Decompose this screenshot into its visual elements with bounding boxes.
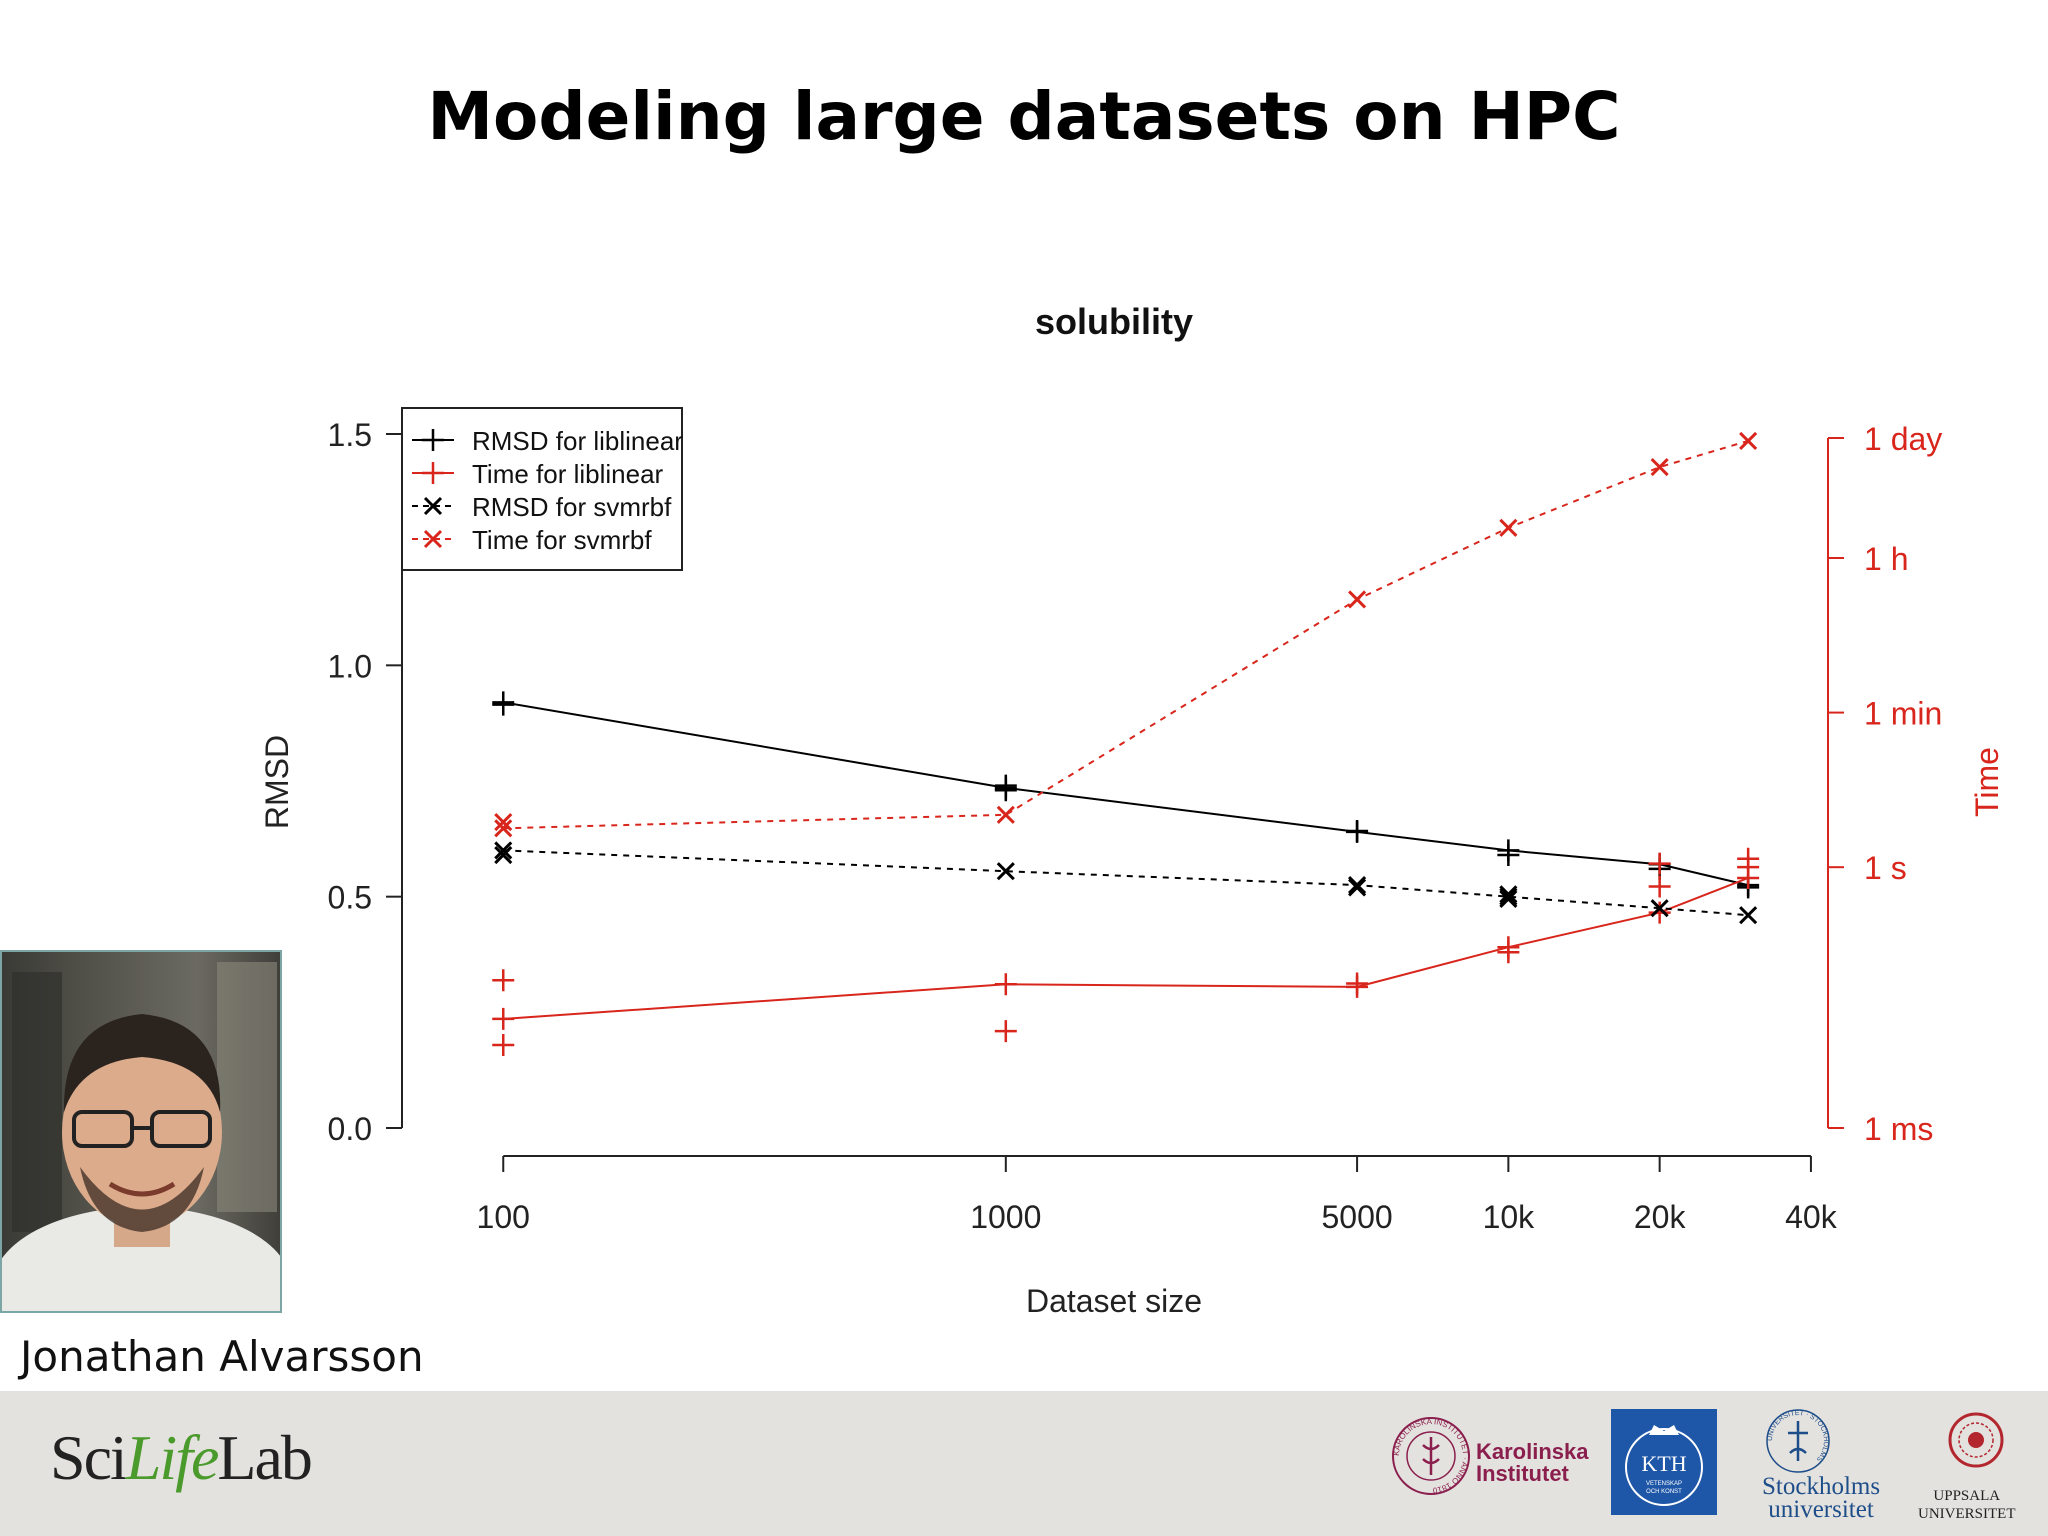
series-2-point-3 <box>1499 887 1518 906</box>
series-1-point-4 <box>1648 901 1671 924</box>
series-0-replicate-2 <box>994 779 1017 802</box>
legend-marker-3 <box>423 529 443 549</box>
legend-label-3: Time for svmrbf <box>472 525 652 555</box>
series-1-replicate-4 <box>1497 941 1520 964</box>
svg-text:VETENSKAP: VETENSKAP <box>1646 1481 1682 1487</box>
series-1-point-0 <box>492 1007 515 1030</box>
series-3-replicate-0 <box>494 813 513 832</box>
legend-marker-2 <box>423 496 443 516</box>
legend-label-0: RMSD for liblinear <box>472 426 683 456</box>
x-tick-label-1: 1000 <box>970 1199 1041 1235</box>
y2-tick-label-3: 1 h <box>1864 541 1908 577</box>
uppsala-wordmark: UPPSALA UNIVERSITET <box>1918 1488 2016 1522</box>
svg-text:OCH KONST: OCH KONST <box>1646 1489 1682 1495</box>
series-2-point-2 <box>1348 876 1367 895</box>
series-0-line <box>503 701 1749 887</box>
series-2-replicate-1 <box>1348 878 1367 897</box>
series-2-replicate-0 <box>494 845 513 865</box>
series-1-replicate-5 <box>1648 875 1671 898</box>
legend-box <box>401 407 683 571</box>
series-2-point-1 <box>996 862 1015 881</box>
stockholm-seal-icon: UNIVERSITET · STOCKHOLMS <box>1766 1409 1830 1473</box>
x-tick-label-5: 40k <box>1785 1199 1838 1235</box>
series-3-point-4 <box>1650 458 1669 477</box>
uppsala-seal-icon <box>1948 1412 2004 1468</box>
series-0-replicate-4 <box>1497 844 1520 867</box>
x-tick-label-3: 10k <box>1483 1199 1536 1235</box>
legend-label-2: RMSD for svmrbf <box>472 492 672 522</box>
series-2-replicate-3 <box>1499 889 1518 909</box>
y-tick-label-3: 1.5 <box>328 417 372 453</box>
karolinska-wordmark: Karolinska Institutet <box>1476 1439 1589 1486</box>
presenter-portrait-icon <box>2 962 280 1311</box>
series-3-point-0 <box>494 819 513 838</box>
series-1-point-1 <box>994 973 1017 996</box>
y2-tick-label-4: 1 day <box>1864 421 1942 457</box>
legend-label-1: Time for liblinear <box>472 459 664 489</box>
y-tick-label-1: 0.5 <box>328 880 372 916</box>
series-0-replicate-3 <box>1346 819 1369 842</box>
series-2-point-4 <box>1650 899 1669 918</box>
y-tick-label-2: 1.0 <box>328 648 372 684</box>
series-3-point-5 <box>1739 431 1758 450</box>
scilifelab-logo: SciLifeLab <box>50 1422 313 1493</box>
y2-tick-label-0: 1 ms <box>1864 1111 1933 1147</box>
series-2-line <box>503 849 1749 917</box>
series-3-line <box>503 439 1749 830</box>
series-1-replicate-0 <box>492 969 515 992</box>
series-3-point-2 <box>1348 590 1367 609</box>
series-0-replicate-0 <box>492 693 515 716</box>
y2-tick-label-1: 1 s <box>1864 850 1907 886</box>
series-1-replicate-2 <box>994 1020 1017 1043</box>
legend-marker-1 <box>422 462 444 484</box>
x-axis-label: Dataset size <box>1026 1283 1202 1319</box>
x-tick-label-0: 100 <box>477 1199 530 1235</box>
svg-text:KTH: KTH <box>1641 1451 1686 1476</box>
series-2-replicate-2 <box>1499 885 1518 904</box>
presenter-name: Jonathan Alvarsson <box>20 1332 424 1381</box>
series-2-point-0 <box>494 841 513 860</box>
series-1-replicate-3 <box>1346 972 1369 995</box>
solubility-chart: solubility 0.0 0.5 1.0 1.5 RMSD 1 ms 1 s 1 min 1 … <box>259 301 2005 1319</box>
presenter-photo <box>0 950 282 1313</box>
y-tick-label-0: 0.0 <box>328 1111 372 1147</box>
slide-title: Modeling large datasets on HPC <box>427 78 1621 155</box>
x-tick-label-2: 5000 <box>1321 1199 1392 1235</box>
x-tick-label-4: 20k <box>1634 1199 1687 1235</box>
series-3-point-1 <box>996 805 1015 824</box>
footer-logo-bar: SciLifeLab KAROLINSKA INSTITUTET · ANNO … <box>0 1391 2048 1536</box>
stockholm-wordmark: Stockholms universitet <box>1762 1473 1881 1523</box>
y-axis-label: RMSD <box>259 735 295 829</box>
chart-title: solubility <box>1035 301 1193 342</box>
series-1-replicate-1 <box>492 1034 515 1057</box>
y2-tick-label-2: 1 min <box>1864 696 1942 732</box>
series-3-point-3 <box>1499 518 1518 537</box>
series-1-replicate-6 <box>1648 852 1671 875</box>
y2-axis-label: Time <box>1969 747 2005 817</box>
kth-logo-icon: KTH VETENSKAP OCH KONST <box>1611 1409 1717 1515</box>
legend-marker-0 <box>422 429 444 451</box>
series-2-point-5 <box>1739 906 1758 925</box>
series-1-replicate-8 <box>1737 847 1760 870</box>
karolinska-seal-icon: KAROLINSKA INSTITUTET · ANNO 1810 <box>1392 1417 1470 1495</box>
series-1-line <box>503 877 1749 1020</box>
